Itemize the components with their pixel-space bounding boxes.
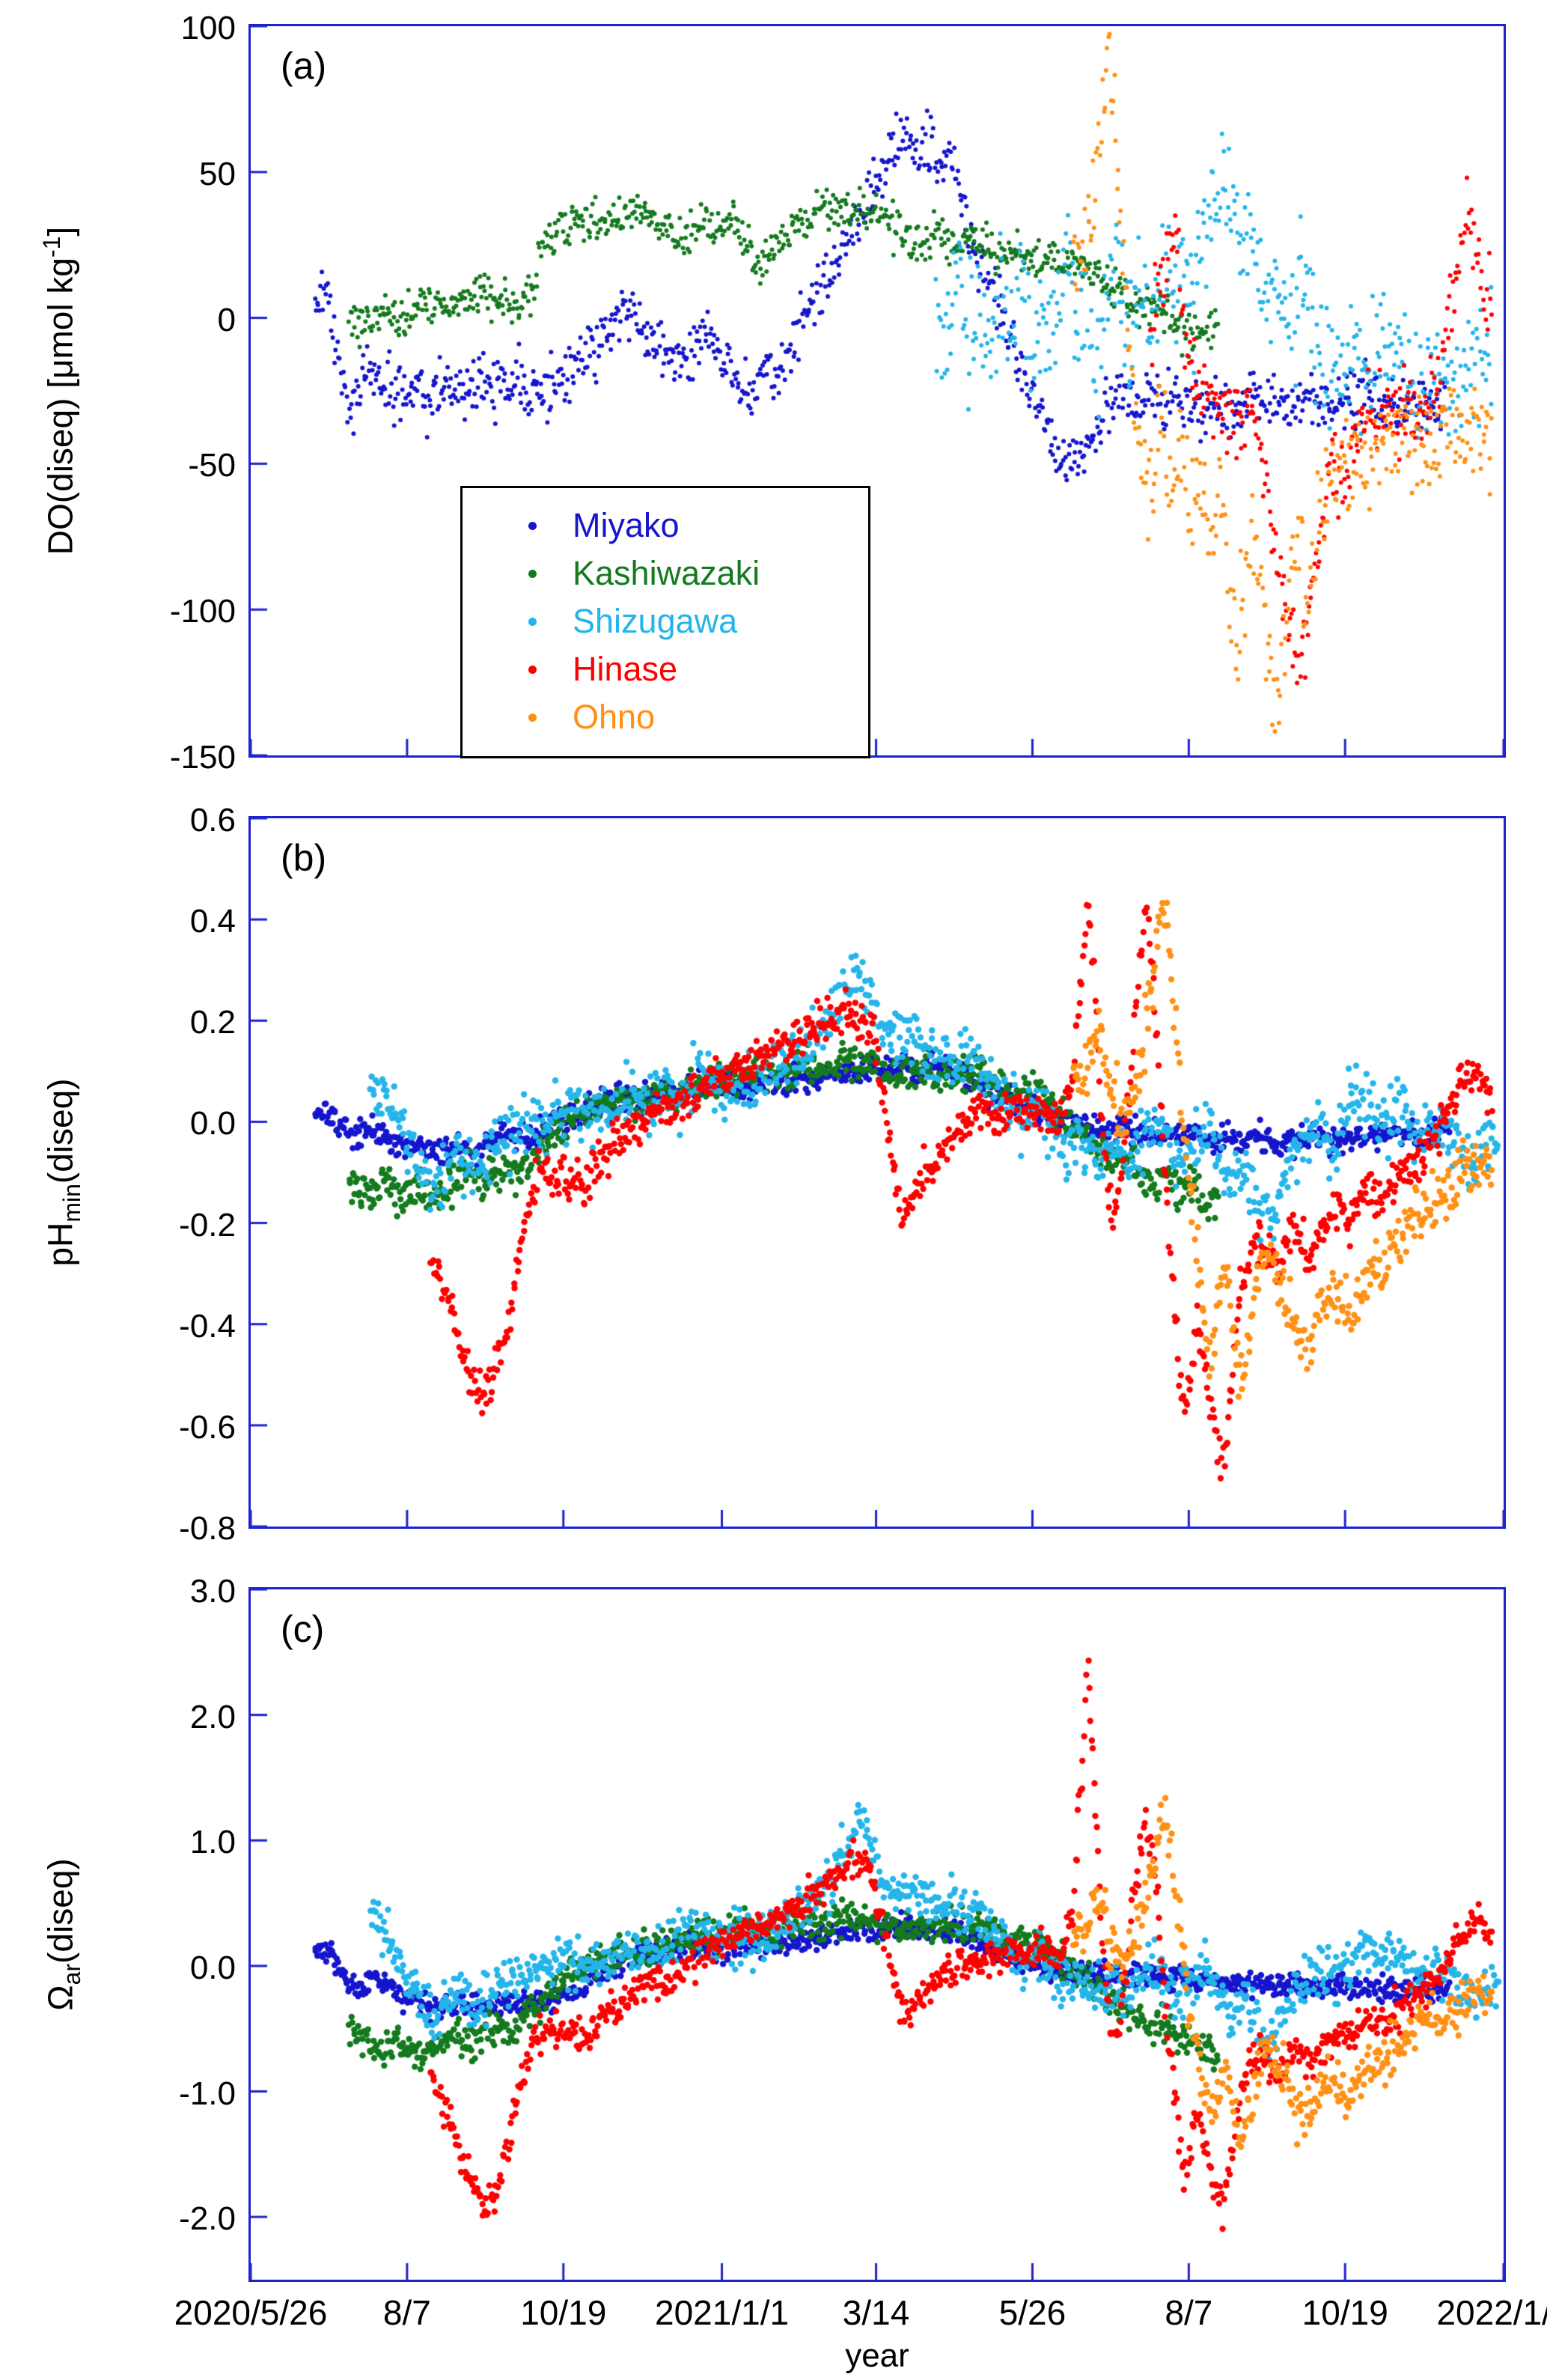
legend-item-ohno: Ohno (463, 693, 868, 741)
panel-a-y-tick-label: -50 (188, 447, 236, 484)
panel-b-y-tick-label: -0.2 (179, 1206, 236, 1244)
panel-c-y-tick-label: 1.0 (189, 1824, 236, 1861)
legend-marker-icon (528, 713, 537, 722)
legend-item-shizugawa: Shizugawa (463, 597, 868, 645)
panel-a: (a) DO(diseq) [μmol kg-1] Miyako Kashiwaz… (38, 10, 1506, 776)
panel-b-canvas (251, 818, 1504, 1527)
panel-a-y-tick-label: -150 (169, 739, 236, 776)
panel-a-y-tick-label: 50 (199, 155, 236, 192)
panel-c-ylabel: Ωar(diseq) (38, 1858, 86, 2010)
panel-b-y-tick-label: 0.4 (189, 903, 236, 940)
panel-b-letter: (b) (281, 837, 327, 879)
panel-b-y-tick-label: -0.6 (179, 1408, 236, 1446)
legend-marker-icon (528, 665, 537, 674)
panel-a-letter: (a) (281, 45, 327, 87)
panel-b-ylabel-post: (diseq) (40, 1078, 80, 1184)
panel-a-ylabel-post: ] (40, 226, 80, 237)
legend-label: Kashiwazaki (573, 554, 760, 592)
legend-label: Ohno (573, 698, 656, 736)
x-tick-label: 8/7 (1165, 2293, 1213, 2332)
legend-marker-icon (528, 521, 537, 530)
x-tick-label: 2022/1/1 (1436, 2293, 1547, 2332)
panel-c-y-tick-label: 2.0 (189, 1698, 236, 1735)
legend-item-kashiwazaki: Kashiwazaki (463, 550, 868, 597)
panel-b-y-tick-label: -0.4 (179, 1307, 236, 1345)
legend-item-miyako: Miyako (463, 502, 868, 550)
panel-b-y-tick-label: -0.8 (179, 1510, 236, 1547)
panel-b-y-tick-label: 0.6 (189, 802, 236, 839)
x-tick-label: 3/14 (842, 2293, 910, 2332)
panel-c-ylabel-sub: ar (58, 1963, 85, 1985)
legend: Miyako Kashiwazaki Shizugawa Hinase Ohno (460, 486, 870, 758)
x-tick-label: 5/26 (998, 2293, 1067, 2332)
panel-c-canvas (251, 1589, 1504, 2280)
panel-c-ylabel-post: (diseq) (40, 1858, 80, 1964)
panel-a-canvas (251, 26, 1504, 755)
x-tick-label: 10/19 (520, 2293, 607, 2332)
legend-label: Miyako (573, 506, 680, 544)
legend-label: Shizugawa (573, 602, 738, 640)
panel-b-y-tick-label: 0.2 (189, 1004, 236, 1041)
legend-marker-icon (528, 569, 537, 578)
panel-c-letter: (c) (281, 1608, 325, 1650)
panel-c-y-tick-label: -1.0 (179, 2075, 236, 2112)
panel-b: (b) pHmin(diseq) 0.6 0.4 0.2 0.0 -0.2 -0.4 -0.… (41, 802, 1506, 1547)
x-tick-label: 2021/1/1 (655, 2293, 790, 2332)
panel-c-y-tick-label: 3.0 (189, 1573, 236, 1610)
x-tick-label: 8/7 (382, 2293, 431, 2332)
panel-b-y-tick-label: 0.0 (189, 1105, 236, 1142)
x-axis-label: year (845, 2337, 909, 2374)
panel-c-y-tick-label: 0.0 (189, 1949, 236, 1986)
panel-c: (c) Ωar(diseq) 3.0 2.0 1.0 0.0 -1.0 -2.0 (41, 1573, 1506, 2282)
x-tick-label: 2020/5/26 (174, 2293, 328, 2332)
panel-b-ylabel-sub: min (58, 1184, 85, 1223)
panel-a-y-tick-label: 0 (217, 301, 236, 338)
panel-a-ylabel-sup: -1 (38, 236, 66, 258)
legend-item-hinase: Hinase (463, 645, 868, 693)
panel-a-ylabel-pre: DO(diseq) [μmol kg (40, 258, 80, 556)
panel-c-ylabel-pre: Ω (40, 1985, 80, 2011)
panel-a-ylabel: DO(diseq) [μmol kg-1] (38, 227, 86, 555)
legend-marker-icon (528, 617, 537, 626)
panel-b-ylabel-pre: pH (40, 1222, 80, 1267)
panel-b-ylabel: pHmin(diseq) (38, 1079, 86, 1267)
panel-a-y-tick-label: 100 (180, 10, 236, 46)
legend-label: Hinase (573, 650, 678, 688)
x-tick-label: 10/19 (1302, 2293, 1388, 2332)
panel-a-y-tick-label: -100 (169, 593, 236, 630)
panel-c-y-tick-label: -2.0 (179, 2200, 236, 2238)
